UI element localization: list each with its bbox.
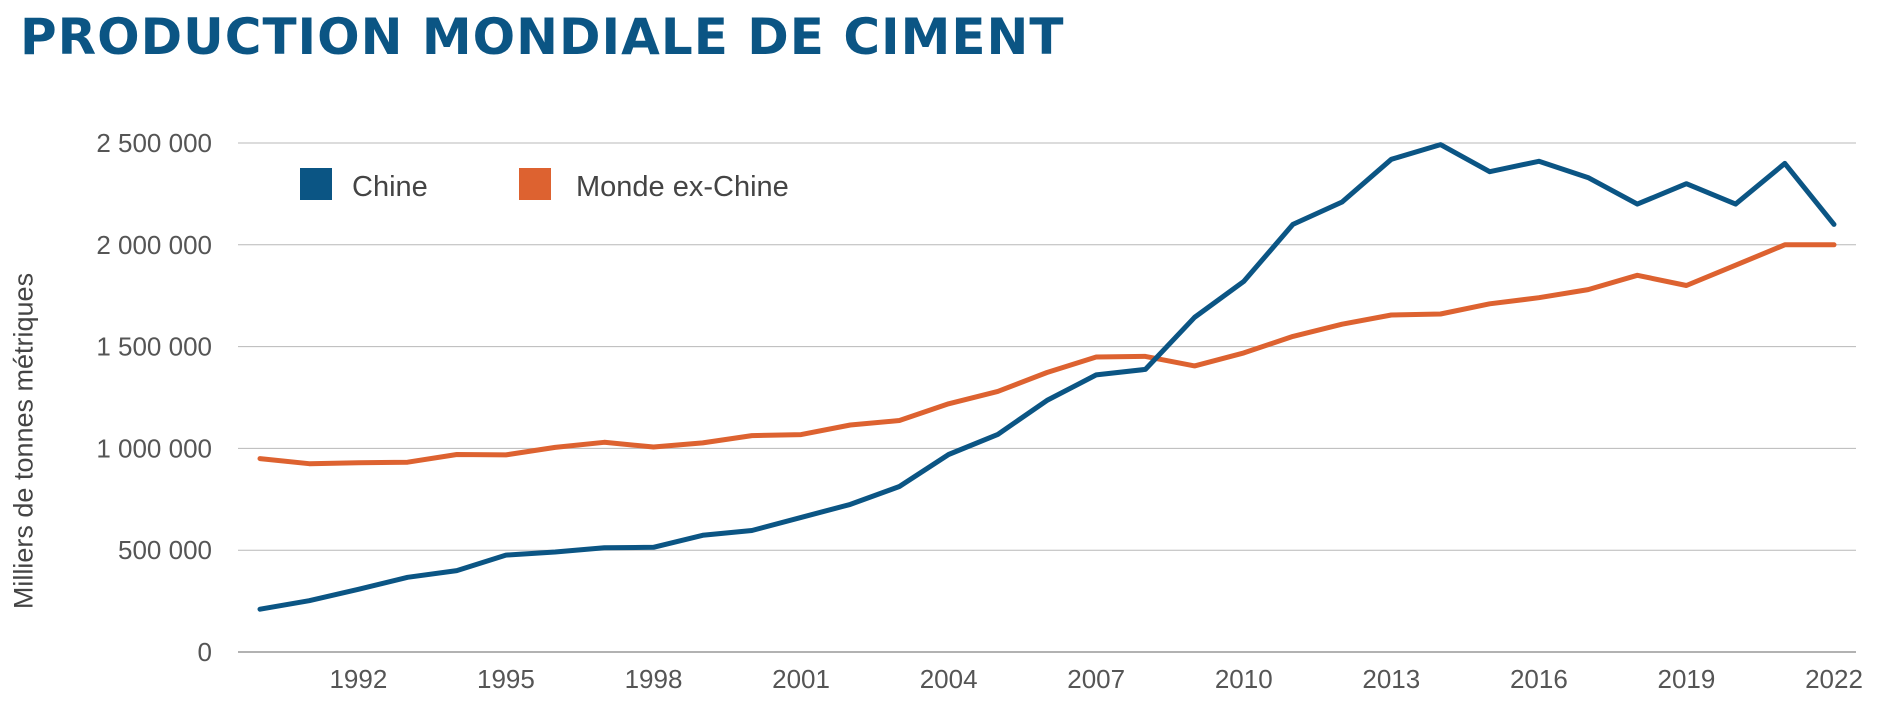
series-line-monde-ex-chine (257, 242, 1837, 467)
series-line-chine (257, 142, 1837, 612)
legend-swatch-monde-ex-chine (519, 168, 551, 200)
y-tick-label: 2 500 000 (96, 128, 212, 158)
y-tick-label: 500 000 (118, 535, 212, 565)
gridlines (238, 142, 1856, 653)
x-tick-label: 2013 (1362, 664, 1420, 694)
x-tick-label: 2019 (1658, 664, 1716, 694)
chart-title: PRODUCTION MONDIALE DE CIMENT (20, 8, 1065, 66)
legend-swatch-chine (300, 168, 332, 200)
y-axis-ticks: 0 500 000 1 000 000 1 500 000 2 000 000 2 500… (96, 128, 212, 667)
x-tick-label: 1992 (329, 664, 387, 694)
x-tick-label: 2010 (1215, 664, 1273, 694)
legend: Chine Monde ex-Chine (300, 168, 789, 203)
x-tick-label: 2022 (1805, 664, 1863, 694)
y-tick-label: 0 (198, 637, 212, 667)
y-tick-label: 1 000 000 (96, 433, 212, 463)
x-tick-label: 2007 (1067, 664, 1125, 694)
y-tick-label: 1 500 000 (96, 332, 212, 362)
x-tick-label: 1998 (625, 664, 683, 694)
x-tick-label: 2016 (1510, 664, 1568, 694)
x-tick-label: 2001 (772, 664, 830, 694)
x-axis-ticks: 1992 1995 1998 2001 2004 2007 2010 2013 2016 2019… (329, 664, 1862, 694)
legend-label-chine: Chine (352, 171, 428, 203)
y-tick-label: 2 000 000 (96, 230, 212, 260)
x-tick-label: 2004 (920, 664, 978, 694)
x-tick-label: 1995 (477, 664, 535, 694)
legend-label-monde-ex-chine: Monde ex-Chine (576, 171, 789, 203)
series-lines (257, 142, 1837, 612)
